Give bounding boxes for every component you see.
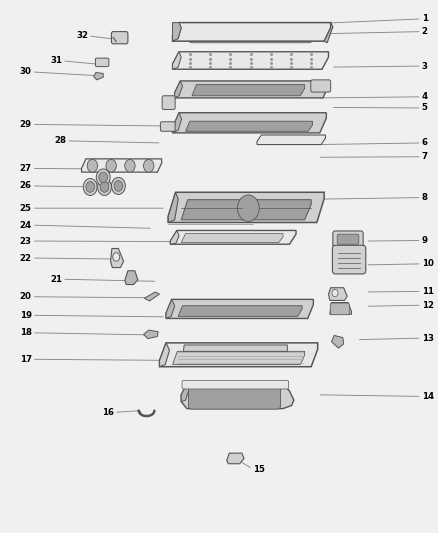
- Polygon shape: [175, 81, 183, 98]
- Polygon shape: [173, 113, 182, 133]
- Text: 32: 32: [76, 31, 88, 41]
- Polygon shape: [181, 384, 189, 402]
- FancyBboxPatch shape: [182, 381, 289, 389]
- Text: 7: 7: [422, 152, 428, 161]
- Polygon shape: [178, 306, 302, 317]
- Text: 27: 27: [20, 164, 32, 173]
- FancyBboxPatch shape: [111, 31, 128, 44]
- Text: 15: 15: [253, 465, 265, 473]
- Text: 8: 8: [422, 193, 427, 202]
- Polygon shape: [227, 453, 244, 464]
- Polygon shape: [173, 52, 181, 69]
- Polygon shape: [328, 288, 347, 301]
- Circle shape: [87, 159, 98, 172]
- Text: 20: 20: [20, 292, 32, 301]
- Polygon shape: [332, 335, 344, 348]
- Polygon shape: [192, 85, 305, 96]
- Polygon shape: [184, 345, 287, 351]
- Text: 6: 6: [422, 139, 427, 148]
- Polygon shape: [110, 248, 124, 268]
- FancyBboxPatch shape: [330, 303, 350, 315]
- Polygon shape: [145, 292, 159, 301]
- Text: 25: 25: [20, 204, 32, 213]
- Circle shape: [125, 159, 135, 172]
- Text: 24: 24: [20, 221, 32, 230]
- Polygon shape: [173, 351, 305, 365]
- FancyBboxPatch shape: [160, 122, 175, 131]
- Circle shape: [83, 179, 97, 196]
- Polygon shape: [173, 22, 331, 41]
- Polygon shape: [125, 271, 138, 285]
- Polygon shape: [159, 343, 318, 367]
- Text: 30: 30: [20, 67, 32, 76]
- Polygon shape: [168, 192, 178, 222]
- Polygon shape: [166, 300, 313, 318]
- Polygon shape: [170, 230, 296, 244]
- Polygon shape: [330, 303, 351, 314]
- FancyBboxPatch shape: [333, 231, 363, 247]
- FancyBboxPatch shape: [337, 234, 359, 244]
- Circle shape: [99, 172, 108, 183]
- Polygon shape: [173, 22, 181, 41]
- Text: 23: 23: [20, 237, 32, 246]
- Text: 16: 16: [102, 408, 114, 417]
- Text: 4: 4: [422, 92, 428, 101]
- Circle shape: [98, 179, 111, 196]
- Text: 17: 17: [20, 355, 32, 364]
- FancyBboxPatch shape: [189, 385, 280, 409]
- FancyBboxPatch shape: [162, 96, 175, 110]
- Text: 12: 12: [422, 301, 434, 310]
- FancyBboxPatch shape: [332, 245, 366, 274]
- Text: 18: 18: [20, 328, 32, 337]
- Polygon shape: [159, 343, 170, 367]
- Polygon shape: [257, 135, 325, 144]
- Text: 31: 31: [50, 56, 62, 65]
- Circle shape: [332, 289, 338, 297]
- Polygon shape: [186, 121, 312, 131]
- Text: 26: 26: [20, 181, 32, 190]
- Polygon shape: [181, 200, 311, 220]
- Text: 19: 19: [20, 311, 32, 320]
- Circle shape: [144, 159, 154, 172]
- Polygon shape: [324, 22, 333, 43]
- Circle shape: [106, 159, 117, 172]
- Text: 21: 21: [50, 274, 62, 284]
- Polygon shape: [168, 192, 324, 222]
- Polygon shape: [170, 230, 179, 244]
- Text: 29: 29: [20, 120, 32, 129]
- Text: 28: 28: [54, 136, 67, 146]
- Polygon shape: [181, 233, 283, 243]
- Circle shape: [113, 253, 120, 261]
- Polygon shape: [181, 384, 294, 409]
- Text: 3: 3: [422, 62, 427, 70]
- Circle shape: [100, 182, 109, 192]
- Circle shape: [86, 182, 95, 192]
- Circle shape: [96, 169, 110, 186]
- Polygon shape: [94, 72, 103, 80]
- Polygon shape: [144, 330, 158, 338]
- Polygon shape: [173, 113, 326, 133]
- Text: 9: 9: [422, 236, 427, 245]
- Circle shape: [114, 181, 123, 191]
- FancyBboxPatch shape: [311, 80, 331, 92]
- Text: 13: 13: [422, 334, 434, 343]
- Text: 14: 14: [422, 392, 434, 401]
- Text: 2: 2: [422, 27, 427, 36]
- Polygon shape: [173, 52, 328, 69]
- Polygon shape: [166, 300, 175, 318]
- Circle shape: [237, 195, 259, 221]
- FancyBboxPatch shape: [189, 22, 312, 43]
- Circle shape: [111, 177, 125, 195]
- Text: 1: 1: [422, 14, 427, 23]
- Polygon shape: [175, 81, 328, 98]
- Text: 11: 11: [422, 287, 434, 296]
- Polygon shape: [173, 22, 181, 41]
- Polygon shape: [81, 159, 162, 172]
- Text: 5: 5: [422, 103, 427, 112]
- Text: 10: 10: [422, 260, 434, 268]
- Text: 22: 22: [20, 254, 32, 263]
- FancyBboxPatch shape: [95, 58, 109, 67]
